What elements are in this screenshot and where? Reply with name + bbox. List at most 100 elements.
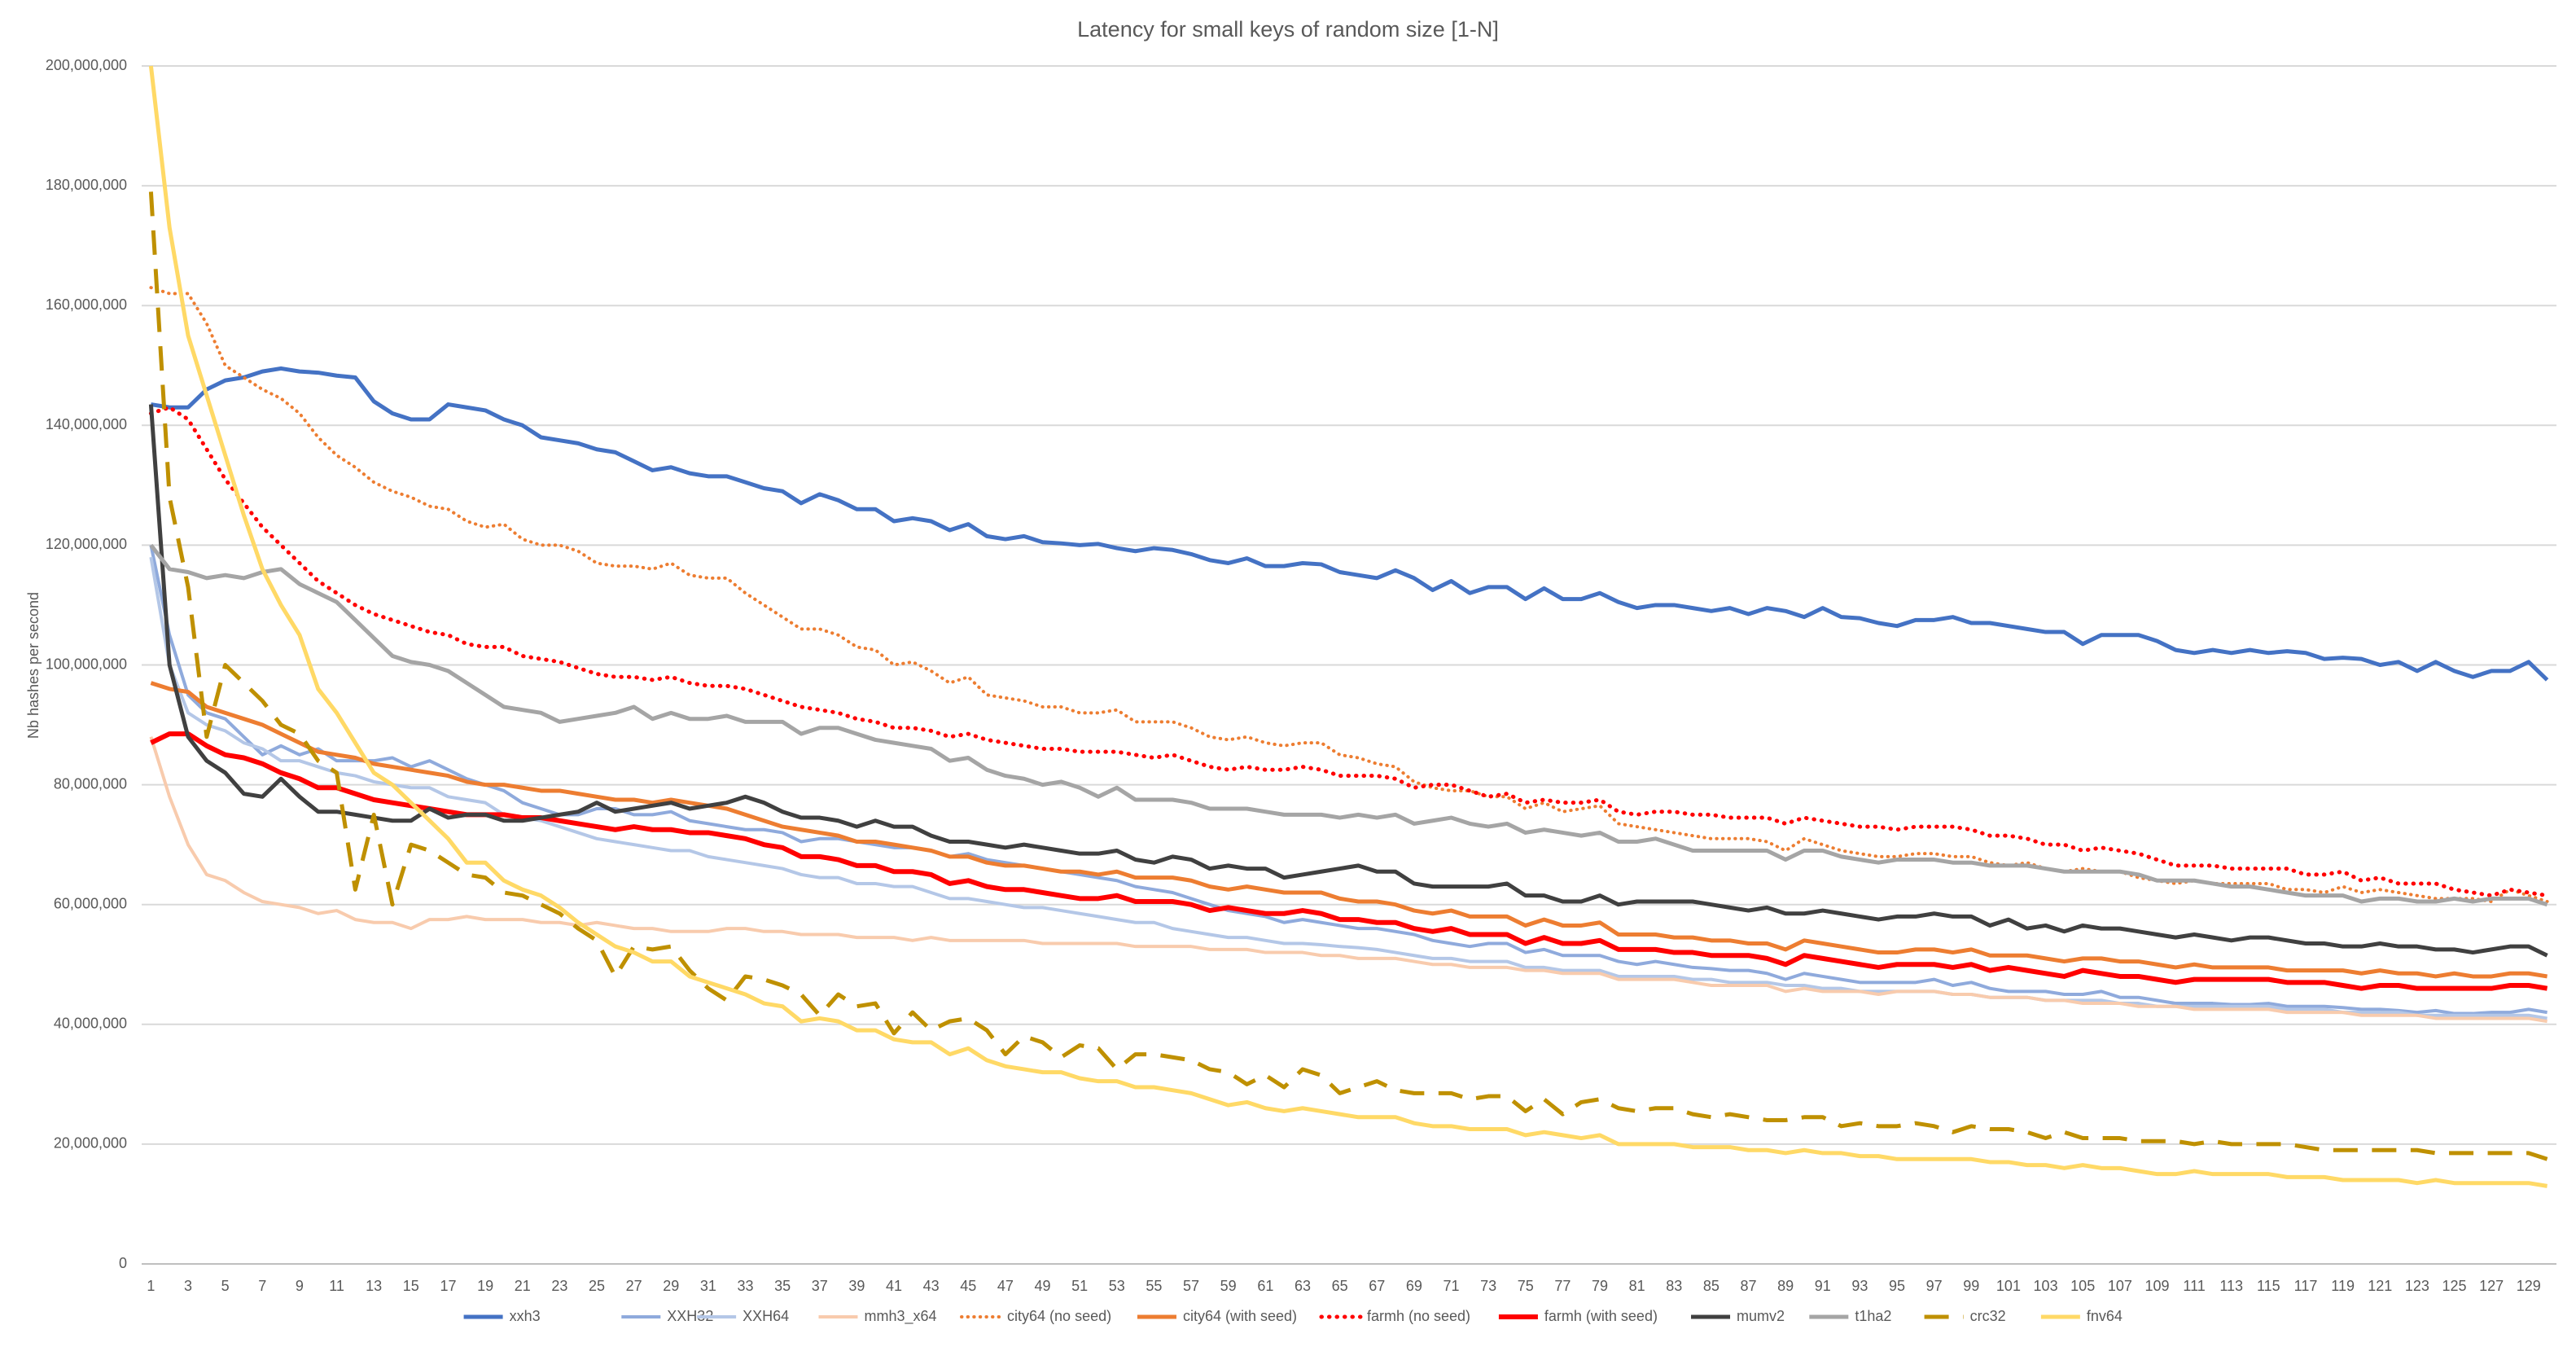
x-tick-label: 95 (1889, 1278, 1905, 1294)
series-line (148, 65, 2548, 1188)
x-tick-label: 21 (515, 1278, 531, 1294)
x-tick-label: 99 (1963, 1278, 1979, 1294)
legend-label: XXH64 (743, 1308, 789, 1324)
y-tick-label: 20,000,000 (54, 1135, 127, 1152)
legend-label: crc32 (1970, 1308, 2006, 1324)
x-tick-label: 97 (1926, 1278, 1943, 1294)
x-tick-label: 115 (2257, 1278, 2280, 1294)
x-tick-label: 87 (1741, 1278, 1757, 1294)
x-tick-label: 73 (1480, 1278, 1496, 1294)
x-tick-label: 129 (2517, 1278, 2541, 1294)
x-tick-label: 125 (2442, 1278, 2466, 1294)
x-tick-label: 49 (1035, 1278, 1051, 1294)
series-line (149, 736, 2548, 1024)
x-tick-label: 123 (2405, 1278, 2429, 1294)
legend-label: farmh (with seed) (1544, 1308, 1658, 1324)
x-tick-label: 13 (366, 1278, 382, 1294)
series-line (151, 366, 2549, 682)
x-tick-label: 9 (296, 1278, 304, 1294)
legend-label: xxh3 (510, 1308, 541, 1324)
y-axis-title: Nb hashes per second (25, 592, 42, 739)
legend-label: mumv2 (1737, 1308, 1785, 1324)
series-line (148, 404, 2548, 958)
y-tick-label: 0 (119, 1255, 127, 1271)
x-tick-label: 3 (184, 1278, 192, 1294)
series-line (148, 191, 2548, 1161)
x-tick-label: 85 (1703, 1278, 1720, 1294)
x-tick-label: 91 (1815, 1278, 1831, 1294)
x-tick-label: 69 (1406, 1278, 1422, 1294)
x-tick-label: 89 (1777, 1278, 1794, 1294)
x-tick-label: 27 (626, 1278, 642, 1294)
x-tick-label: 17 (440, 1278, 456, 1294)
x-tick-label: 65 (1332, 1278, 1348, 1294)
x-tick-label: 103 (2034, 1278, 2058, 1294)
x-tick-label: 25 (589, 1278, 605, 1294)
x-tick-label: 107 (2108, 1278, 2132, 1294)
x-tick-label: 101 (1996, 1278, 2021, 1294)
x-tick-label: 39 (848, 1278, 865, 1294)
y-tick-label: 100,000,000 (46, 656, 127, 672)
x-tick-label: 127 (2479, 1278, 2504, 1294)
x-tick-label: 117 (2294, 1278, 2318, 1294)
x-tick-label: 35 (774, 1278, 791, 1294)
y-tick-label: 180,000,000 (46, 177, 127, 193)
series-line (148, 405, 2550, 898)
x-tick-label: 113 (2219, 1278, 2243, 1294)
x-tick-label: 5 (221, 1278, 230, 1294)
plot-lines (148, 65, 2550, 1188)
x-tick-label: 57 (1183, 1278, 1199, 1294)
legend-label: city64 (no seed) (1007, 1308, 1111, 1324)
series-line (150, 731, 2548, 991)
series-line (150, 681, 2548, 979)
x-tick-label: 63 (1295, 1278, 1311, 1294)
x-tick-label: 19 (477, 1278, 493, 1294)
x-tick-label: 111 (2183, 1278, 2205, 1294)
x-tick-label: 71 (1443, 1278, 1459, 1294)
x-tick-label: 121 (2368, 1278, 2392, 1294)
legend-label: city64 (with seed) (1183, 1308, 1297, 1324)
legend: xxh3 XXH32 XXH64 mmh3_x64 city64 (no seed) ci… (463, 1308, 2123, 1325)
x-tick-label: 75 (1518, 1278, 1534, 1294)
x-tick-label: 41 (886, 1278, 902, 1294)
x-tick-label: 47 (997, 1278, 1014, 1294)
x-tick-label: 1 (147, 1278, 155, 1294)
x-tick-label: 77 (1554, 1278, 1571, 1294)
x-tick-label: 119 (2331, 1278, 2355, 1294)
series-line (149, 543, 2548, 907)
x-tick-label: 45 (960, 1278, 976, 1294)
x-tick-label: 23 (551, 1278, 567, 1294)
x-tick-label: 15 (403, 1278, 419, 1294)
x-tick-label: 7 (258, 1278, 266, 1294)
x-tick-label: 11 (329, 1278, 344, 1294)
x-tick-label: 83 (1666, 1278, 1682, 1294)
x-tick-label: 51 (1071, 1278, 1088, 1294)
x-tick-label: 55 (1146, 1278, 1162, 1294)
axes: 0 20,000,000 40,000,000 60,000,000 80,000,00… (46, 57, 2541, 1294)
legend-label: mmh3_x64 (864, 1308, 936, 1325)
x-tick-label: 109 (2144, 1278, 2169, 1294)
x-tick-label: 61 (1257, 1278, 1273, 1294)
y-tick-label: 140,000,000 (46, 416, 127, 432)
y-tick-label: 160,000,000 (46, 296, 127, 313)
legend-label: XXH32 (667, 1308, 713, 1324)
legend-label: farmh (no seed) (1367, 1308, 1470, 1324)
x-tick-label: 37 (812, 1278, 828, 1294)
series-line (149, 544, 2548, 1016)
x-tick-label: 53 (1109, 1278, 1125, 1294)
x-tick-label: 59 (1220, 1278, 1237, 1294)
y-tick-label: 120,000,000 (46, 536, 127, 552)
x-tick-label: 81 (1629, 1278, 1645, 1294)
x-tick-label: 43 (923, 1278, 940, 1294)
x-tick-label: 33 (737, 1278, 753, 1294)
chart-title: Latency for small keys of random size [1… (1077, 17, 1499, 42)
x-tick-label: 79 (1592, 1278, 1608, 1294)
x-tick-label: 29 (663, 1278, 679, 1294)
x-tick-label: 31 (700, 1278, 716, 1294)
legend-label: t1ha2 (1855, 1308, 1891, 1324)
x-tick-label: 93 (1851, 1278, 1868, 1294)
y-tick-label: 40,000,000 (54, 1016, 127, 1032)
grid (142, 65, 2556, 1265)
